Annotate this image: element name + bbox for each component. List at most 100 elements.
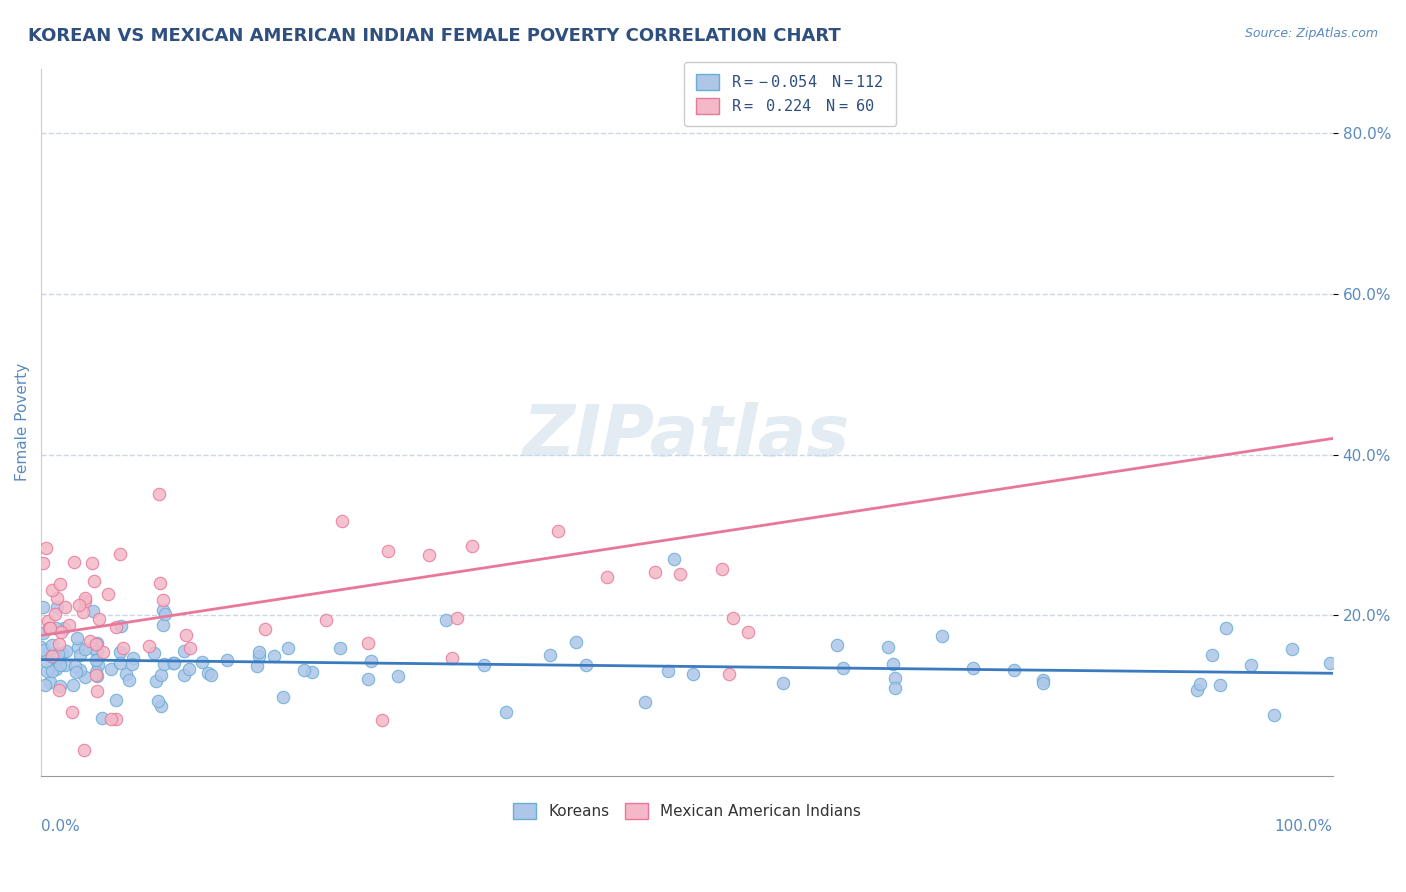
Point [35,654,58,668]
Point [46,647,69,661]
Point [440,651,463,665]
Point [32,625,55,640]
Point [1215,621,1237,635]
Point [69,648,91,662]
Point [371,714,394,728]
Point [657,664,679,678]
Point [669,566,692,581]
Point [152,602,174,616]
Point [1209,678,1232,692]
Text: 0.0%: 0.0% [41,819,80,834]
Point [215,653,238,667]
Point [75,591,97,605]
Point [35,541,58,555]
Point [315,614,337,628]
Point [53,600,76,615]
Point [121,657,143,672]
Point [114,667,136,681]
Point [387,669,409,683]
Point [86,684,108,698]
Point [86,653,108,667]
Point [41,664,63,678]
Point [962,661,984,675]
Point [418,548,440,562]
Point [360,654,382,668]
Point [737,625,759,640]
Point [58,617,80,632]
Point [73,670,96,684]
Point [200,668,222,682]
Point [575,657,598,672]
Point [41,649,63,664]
Point [565,635,588,649]
Point [634,695,657,709]
Point [38,621,60,635]
Point [44,607,66,621]
Point [1189,677,1212,691]
Point [41,638,63,652]
Point [271,690,294,705]
Point [263,648,285,663]
Point [37,614,59,628]
Point [39,649,62,664]
Point [35,664,58,678]
Point [91,645,114,659]
Point [79,634,101,648]
Point [155,607,177,621]
Point [82,604,104,618]
Text: ZIPatlas: ZIPatlas [523,402,851,471]
Point [884,672,907,686]
Text: Source: ZipAtlas.com: Source: ZipAtlas.com [1244,27,1378,40]
Point [882,657,904,671]
Point [547,524,569,538]
Point [86,636,108,650]
Point [51,646,73,660]
Point [177,662,200,676]
Point [461,539,484,553]
Point [52,621,75,635]
Point [662,552,685,566]
Point [104,620,127,634]
Point [48,683,70,698]
Point [75,641,97,656]
Point [45,591,67,606]
Point [292,663,315,677]
Point [122,650,145,665]
Text: KOREAN VS MEXICAN AMERICAN INDIAN FEMALE POVERTY CORRELATION CHART: KOREAN VS MEXICAN AMERICAN INDIAN FEMALE… [28,27,841,45]
Point [72,605,94,619]
Point [721,611,744,625]
Point [110,547,132,561]
Point [277,640,299,655]
Point [1002,663,1025,677]
Point [179,641,201,656]
Point [246,658,269,673]
Point [86,645,108,659]
Point [49,576,72,591]
Point [53,658,76,673]
Point [145,674,167,689]
Point [75,594,97,608]
Point [1319,656,1341,670]
Point [41,649,63,664]
Point [148,486,170,500]
Point [112,641,135,656]
Text: 100.0%: 100.0% [1275,819,1333,834]
Point [62,678,84,692]
Point [66,632,89,646]
Point [831,661,853,675]
Point [110,619,132,633]
Point [83,574,105,588]
Point [1201,648,1223,662]
Point [825,638,848,652]
Point [173,643,195,657]
Point [41,583,63,598]
Point [82,641,104,656]
Point [1185,683,1208,698]
Point [138,639,160,653]
Point [32,643,55,657]
Point [149,668,172,682]
Point [717,666,740,681]
Point [357,635,380,649]
Point [60,706,83,720]
Point [105,712,128,726]
